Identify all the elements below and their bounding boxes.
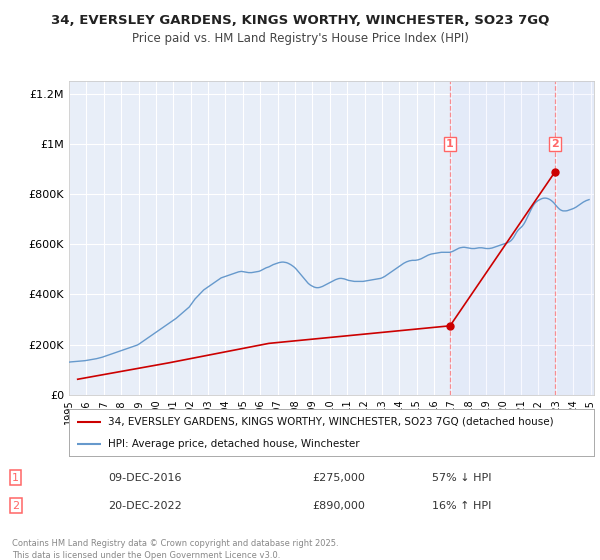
Text: 34, EVERSLEY GARDENS, KINGS WORTHY, WINCHESTER, SO23 7GQ: 34, EVERSLEY GARDENS, KINGS WORTHY, WINC… [51, 14, 549, 27]
Text: Price paid vs. HM Land Registry's House Price Index (HPI): Price paid vs. HM Land Registry's House … [131, 32, 469, 45]
Text: 16% ↑ HPI: 16% ↑ HPI [432, 501, 491, 511]
Text: 34, EVERSLEY GARDENS, KINGS WORTHY, WINCHESTER, SO23 7GQ (detached house): 34, EVERSLEY GARDENS, KINGS WORTHY, WINC… [109, 417, 554, 427]
Text: £890,000: £890,000 [312, 501, 365, 511]
Text: 1: 1 [12, 473, 19, 483]
Text: HPI: Average price, detached house, Winchester: HPI: Average price, detached house, Winc… [109, 438, 360, 449]
Text: 2: 2 [12, 501, 19, 511]
Text: 2: 2 [551, 139, 559, 149]
Text: £275,000: £275,000 [312, 473, 365, 483]
Text: 1: 1 [446, 139, 454, 149]
Bar [450, 81, 599, 395]
Text: 57% ↓ HPI: 57% ↓ HPI [432, 473, 491, 483]
Text: 09-DEC-2016: 09-DEC-2016 [108, 473, 182, 483]
Text: Contains HM Land Registry data © Crown copyright and database right 2025.
This d: Contains HM Land Registry data © Crown c… [12, 539, 338, 559]
Text: 20-DEC-2022: 20-DEC-2022 [108, 501, 182, 511]
